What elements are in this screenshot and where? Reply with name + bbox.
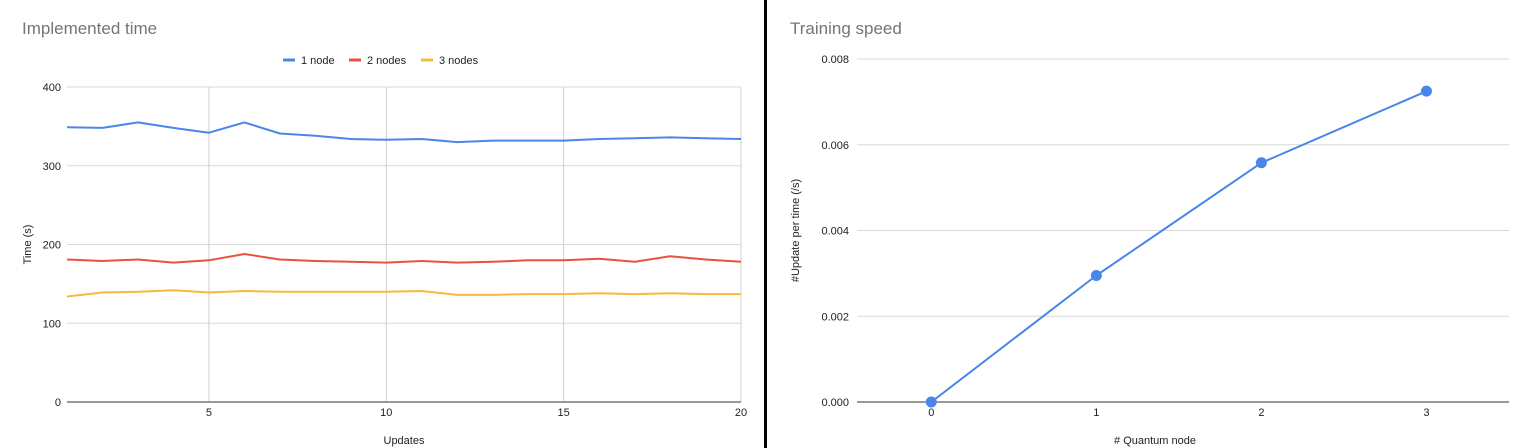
chart-title: Training speed <box>790 19 902 38</box>
x-tick-label: 1 <box>1093 407 1099 419</box>
y-tick-label: 200 <box>43 240 61 252</box>
x-tick-label: 15 <box>558 407 570 419</box>
y-tick-label: 0.008 <box>821 54 849 66</box>
panel-divider <box>764 0 767 448</box>
x-tick-label: 10 <box>380 407 392 419</box>
series-line <box>66 253 742 264</box>
y-axis-title: #Update per time (/s) <box>790 179 802 282</box>
implemented-time-chart: Implemented time 0 100 200 300 400 5 10 15 20 1 n… <box>0 0 764 448</box>
data-point <box>1255 157 1267 169</box>
x-axis-title: Updates <box>384 435 425 447</box>
chart-title: Implemented time <box>22 19 158 38</box>
x-tick-label: 2 <box>1258 407 1264 419</box>
y-tick-label: 0.002 <box>821 311 849 323</box>
y-tick-label: 0.004 <box>821 226 849 238</box>
data-point <box>1420 85 1432 97</box>
y-tick-label: 100 <box>43 318 61 330</box>
series-line <box>930 90 1427 403</box>
training-speed-plot: 0.000 0.002 0.004 0.006 0.008 0 1 2 3 # Quantum n… <box>790 54 1509 447</box>
x-tick-label: 3 <box>1423 407 1429 419</box>
y-tick-label: 0.000 <box>821 397 849 409</box>
series-line <box>66 289 741 298</box>
data-point <box>1090 270 1102 282</box>
training-speed-chart: Training speed 0.000 0.002 0.004 0.006 0.008… <box>768 0 1532 448</box>
legend-label: 2 nodes <box>367 55 407 67</box>
implemented-time-plot: 0 100 200 300 400 5 10 15 20 1 node 2 nodes 3 nodes… <box>22 55 747 447</box>
data-point <box>925 396 937 408</box>
x-axis-title: # Quantum node <box>1114 435 1196 447</box>
y-tick-label: 400 <box>43 82 61 94</box>
x-tick-label: 5 <box>206 407 212 419</box>
x-tick-label: 20 <box>735 407 747 419</box>
legend-label: 1 node <box>301 55 335 67</box>
y-tick-label: 0 <box>55 397 61 409</box>
y-tick-label: 300 <box>43 161 61 173</box>
y-axis-title: Time (s) <box>22 225 34 265</box>
x-tick-label: 0 <box>928 407 934 419</box>
series-line <box>66 121 742 144</box>
legend-label: 3 nodes <box>439 55 479 67</box>
y-tick-label: 0.006 <box>821 140 849 152</box>
